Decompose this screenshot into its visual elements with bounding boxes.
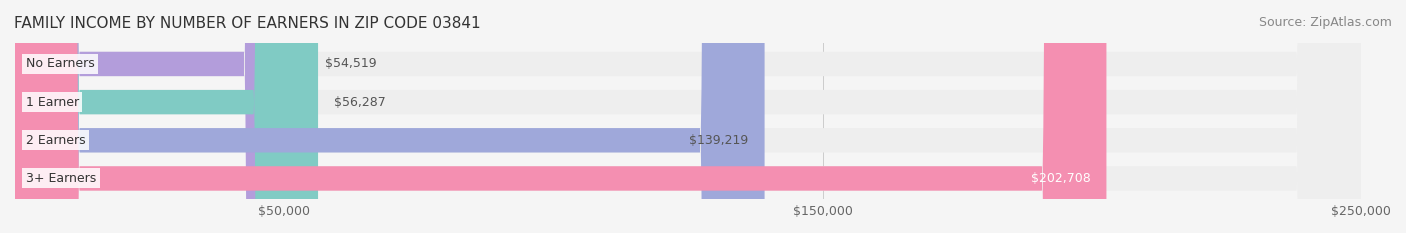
FancyBboxPatch shape [15,0,1361,233]
FancyBboxPatch shape [15,0,765,233]
Text: Source: ZipAtlas.com: Source: ZipAtlas.com [1258,16,1392,29]
FancyBboxPatch shape [15,0,308,233]
Text: 1 Earner: 1 Earner [25,96,79,109]
Text: $139,219: $139,219 [689,134,748,147]
FancyBboxPatch shape [15,0,318,233]
Text: $202,708: $202,708 [1031,172,1090,185]
Text: 2 Earners: 2 Earners [25,134,86,147]
FancyBboxPatch shape [15,0,1361,233]
Text: FAMILY INCOME BY NUMBER OF EARNERS IN ZIP CODE 03841: FAMILY INCOME BY NUMBER OF EARNERS IN ZI… [14,16,481,31]
Text: 3+ Earners: 3+ Earners [25,172,96,185]
Text: $54,519: $54,519 [325,58,377,70]
FancyBboxPatch shape [15,0,1361,233]
FancyBboxPatch shape [15,0,1361,233]
FancyBboxPatch shape [15,0,1107,233]
Text: No Earners: No Earners [25,58,94,70]
Text: $56,287: $56,287 [335,96,387,109]
